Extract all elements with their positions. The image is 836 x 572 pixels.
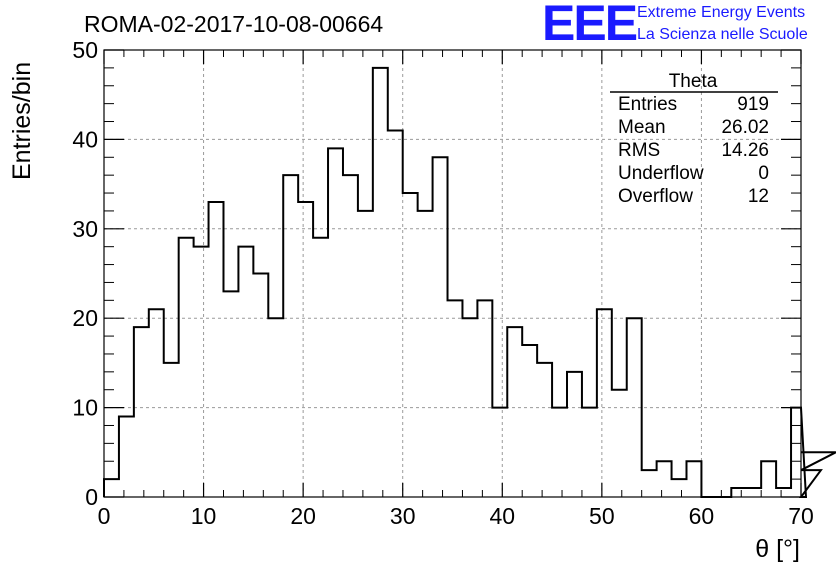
x-tick-label: 70 xyxy=(788,503,814,529)
stats-value-underflow: 0 xyxy=(758,163,769,184)
stats-label-rms: RMS xyxy=(618,140,660,161)
axis-ticks xyxy=(103,49,802,498)
stats-label-overflow: Overflow xyxy=(618,186,693,207)
stats-label-mean: Mean xyxy=(618,117,666,138)
y-axis-title: Entries/bin xyxy=(8,62,36,180)
x-tick-label: 30 xyxy=(390,503,416,529)
eee-logo-line2: La Scienza nelle Scuole xyxy=(637,26,808,43)
x-tick-labels: 0 10 20 30 40 50 60 70 xyxy=(98,503,814,529)
y-tick-label: 20 xyxy=(72,305,98,331)
stats-box-title: Theta xyxy=(669,71,718,92)
stats-value-overflow: 12 xyxy=(748,186,769,207)
run-title: ROMA-02-2017-10-08-00664 xyxy=(84,11,383,37)
x-tick-label: 0 xyxy=(98,503,111,529)
stats-label-underflow: Underflow xyxy=(618,163,704,184)
x-tick-label: 40 xyxy=(489,503,515,529)
y-tick-label: 40 xyxy=(72,126,98,152)
grid-lines xyxy=(104,50,801,497)
plot-frame xyxy=(103,49,802,498)
eee-logo-mark: EEE xyxy=(542,0,637,51)
stats-value-entries: 919 xyxy=(737,94,769,115)
x-tick-label: 10 xyxy=(191,503,217,529)
eee-logo: EEE Extreme Energy Events La Scienza nel… xyxy=(542,0,808,51)
y-tick-label: 30 xyxy=(72,216,98,242)
y-tick-label: 50 xyxy=(72,37,98,63)
x-axis-title: θ [°] xyxy=(755,535,800,563)
y-tick-label: 10 xyxy=(72,395,98,421)
x-tick-label: 60 xyxy=(689,503,715,529)
y-tick-label: 0 xyxy=(85,484,98,510)
stats-label-entries: Entries xyxy=(618,94,677,115)
stats-box: Theta Entries 919 Mean 26.02 RMS 14.26 U… xyxy=(610,71,778,207)
stats-value-rms: 14.26 xyxy=(721,140,769,161)
eee-logo-line1: Extreme Energy Events xyxy=(637,4,805,21)
x-tick-label: 50 xyxy=(589,503,615,529)
y-tick-labels: 0 10 20 30 40 50 xyxy=(72,37,98,510)
stats-value-mean: 26.02 xyxy=(721,117,769,138)
x-tick-label: 20 xyxy=(290,503,316,529)
